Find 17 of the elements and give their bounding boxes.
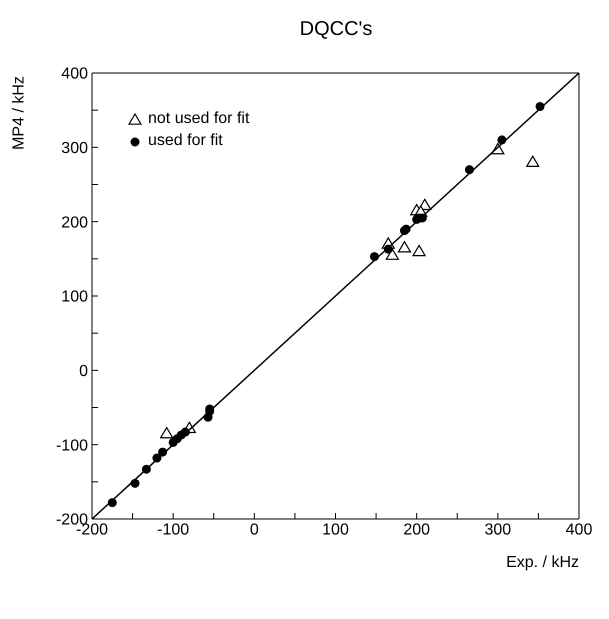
y-tick-label: 100	[61, 288, 88, 306]
x-tick-label: -100	[157, 521, 190, 538]
chart-title: DQCC's	[298, 18, 374, 41]
x-tick-label: 400	[566, 521, 592, 538]
x-axis-title: Exp. / kHz	[506, 554, 579, 571]
x-tick-label: 100	[322, 521, 349, 538]
x-tick-label: 200	[403, 521, 430, 538]
y-tick-label: 200	[61, 214, 88, 232]
y-tick-label: -100	[56, 437, 88, 454]
y-tick-label: 400	[61, 66, 88, 83]
x-tick-label: 300	[484, 521, 512, 538]
y-tick-label: 0	[79, 363, 88, 380]
legend-label: not used for fit	[148, 110, 250, 128]
legend-label: used for fit	[148, 132, 223, 150]
x-tick-label: 0	[250, 521, 259, 538]
y-tick-label: 300	[61, 140, 88, 158]
y-axis-title: MP4 / kHz	[10, 76, 28, 150]
